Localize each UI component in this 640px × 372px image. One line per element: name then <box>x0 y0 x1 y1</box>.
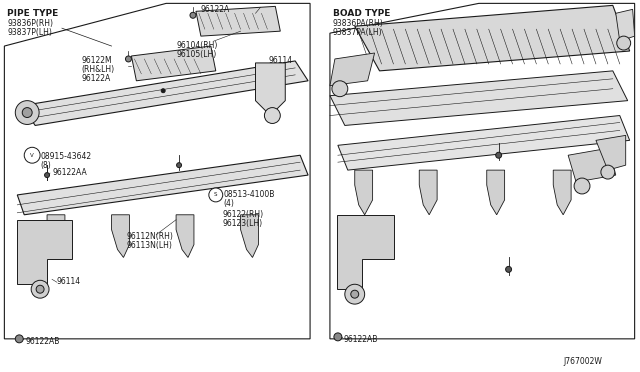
Circle shape <box>15 101 39 125</box>
Text: 96122A: 96122A <box>82 74 111 83</box>
Circle shape <box>574 178 590 194</box>
Polygon shape <box>196 6 280 36</box>
Circle shape <box>345 284 365 304</box>
Polygon shape <box>568 148 616 182</box>
Text: 96122AA: 96122AA <box>52 168 87 177</box>
Circle shape <box>31 280 49 298</box>
Polygon shape <box>330 3 635 339</box>
Text: 96122A: 96122A <box>201 5 230 15</box>
Text: S: S <box>214 192 218 198</box>
Polygon shape <box>255 63 285 116</box>
Text: (RH&LH): (RH&LH) <box>82 65 115 74</box>
Text: 96122M: 96122M <box>82 56 113 65</box>
Circle shape <box>351 290 358 298</box>
Text: 96122(RH): 96122(RH) <box>223 210 264 219</box>
Text: 96114: 96114 <box>268 56 292 65</box>
Circle shape <box>177 163 182 168</box>
Text: 08915-43642: 08915-43642 <box>40 152 92 161</box>
Polygon shape <box>131 46 216 81</box>
Polygon shape <box>616 9 635 41</box>
Circle shape <box>161 89 165 93</box>
Text: 96122AB: 96122AB <box>344 335 378 344</box>
Text: 93837P(LH): 93837P(LH) <box>7 28 52 37</box>
Text: 93837PA(LH): 93837PA(LH) <box>333 28 383 37</box>
Text: 96112N(RH): 96112N(RH) <box>127 232 173 241</box>
Circle shape <box>36 285 44 293</box>
Polygon shape <box>337 215 394 289</box>
Polygon shape <box>487 170 504 215</box>
Polygon shape <box>17 220 72 284</box>
Polygon shape <box>4 3 310 339</box>
Text: 96123(LH): 96123(LH) <box>223 219 263 228</box>
Circle shape <box>22 108 32 118</box>
Polygon shape <box>553 170 571 215</box>
Polygon shape <box>241 215 259 257</box>
Polygon shape <box>596 135 626 170</box>
Polygon shape <box>111 215 129 257</box>
Text: 96122AB: 96122AB <box>25 337 60 346</box>
Circle shape <box>495 152 502 158</box>
Text: 96104(RH): 96104(RH) <box>176 41 218 50</box>
Polygon shape <box>355 170 372 215</box>
Circle shape <box>334 333 342 341</box>
Text: 08513-4100B: 08513-4100B <box>224 190 275 199</box>
Text: (4): (4) <box>224 199 235 208</box>
Text: J767002W: J767002W <box>563 357 602 366</box>
Polygon shape <box>176 215 194 257</box>
Circle shape <box>332 81 348 97</box>
Circle shape <box>15 335 23 343</box>
Circle shape <box>209 188 223 202</box>
Polygon shape <box>17 155 308 215</box>
Text: 96113N(LH): 96113N(LH) <box>127 241 172 250</box>
Circle shape <box>264 108 280 124</box>
Polygon shape <box>330 71 628 125</box>
Circle shape <box>45 173 49 177</box>
Text: 93836P(RH): 93836P(RH) <box>7 19 53 28</box>
Text: 96105(LH): 96105(LH) <box>176 50 216 59</box>
Circle shape <box>125 56 131 62</box>
Text: BOAD TYPE: BOAD TYPE <box>333 9 390 18</box>
Text: (8): (8) <box>40 161 51 170</box>
Circle shape <box>617 36 630 50</box>
Circle shape <box>24 147 40 163</box>
Circle shape <box>190 12 196 18</box>
Polygon shape <box>419 170 437 215</box>
Text: 96114: 96114 <box>57 277 81 286</box>
Polygon shape <box>22 61 308 125</box>
Text: PIPE TYPE: PIPE TYPE <box>7 9 59 18</box>
Text: 93836PA(RH): 93836PA(RH) <box>333 19 383 28</box>
Polygon shape <box>355 5 630 71</box>
Text: V: V <box>30 153 34 158</box>
Circle shape <box>601 165 615 179</box>
Polygon shape <box>338 116 630 170</box>
Circle shape <box>506 266 511 272</box>
Polygon shape <box>47 215 65 257</box>
Polygon shape <box>330 53 374 86</box>
